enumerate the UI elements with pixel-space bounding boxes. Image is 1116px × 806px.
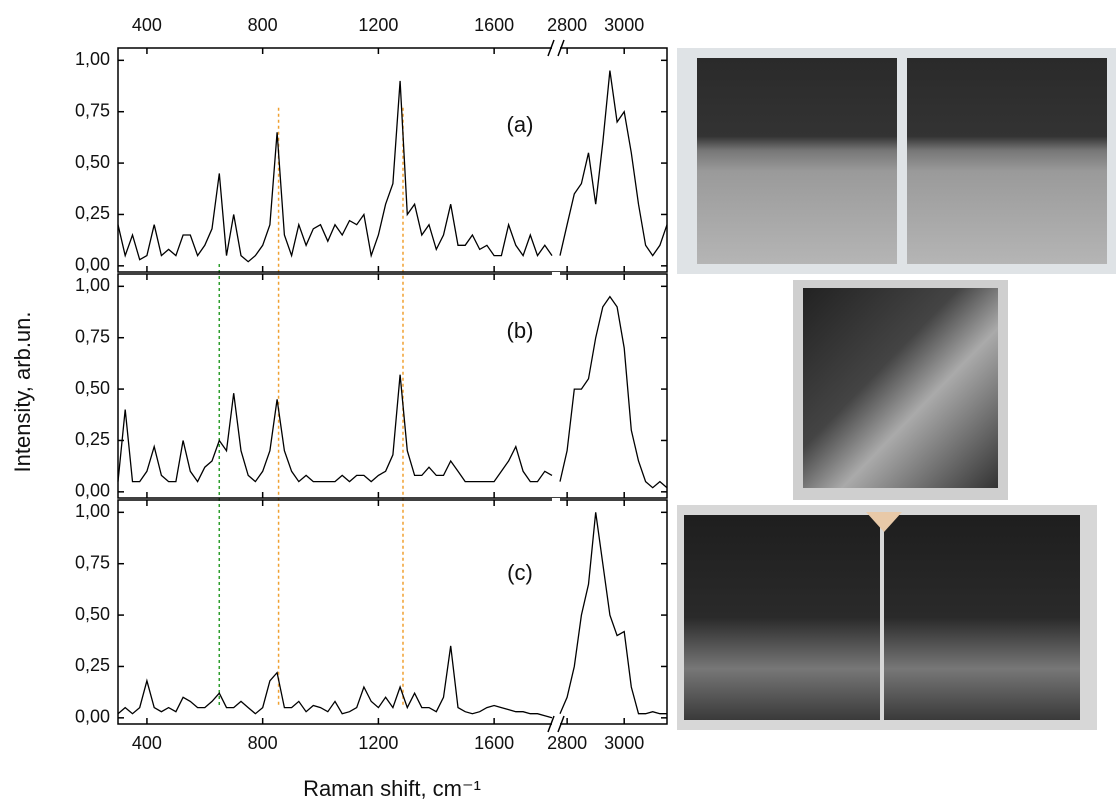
photo [803,288,998,488]
spectrum-line [117,80,553,263]
photo [684,515,880,720]
y-tick-label: 1,00 [75,49,110,69]
photo-tab [866,512,902,532]
y-tick-label: 0,50 [75,378,110,398]
x-tick-label: 1200 [358,15,398,35]
y-tick-label: 1,00 [75,275,110,295]
photo [884,515,1080,720]
spectrum-line [117,374,553,483]
panel-label: (c) [507,560,533,585]
x-tick-label: 3000 [604,15,644,35]
x-tick-label: 3000 [604,733,644,753]
y-axis-title: Intensity, arb.un. [10,311,35,472]
x-tick-label: 800 [248,15,278,35]
x-tick-label: 2800 [547,15,587,35]
axis-break [557,715,565,733]
spectrum-line [117,645,553,719]
y-tick-label: 0,50 [75,152,110,172]
panel-label: (a) [507,112,534,137]
x-tick-label: 1600 [474,733,514,753]
y-tick-label: 0,50 [75,604,110,624]
x-tick-label: 1200 [358,733,398,753]
axis-break-gap [552,45,560,51]
y-tick-label: 0,00 [75,707,110,727]
spectrum-line [559,70,668,257]
x-tick-label: 2800 [547,733,587,753]
y-tick-label: 0,75 [75,100,110,120]
axis-break-gap [552,498,560,502]
axis-break [547,715,555,733]
axis-break [557,39,565,57]
spectrum-line [559,512,667,715]
y-tick-label: 0,25 [75,429,110,449]
plot-frame [117,273,668,499]
spectrum-line [559,295,668,489]
x-tick-label: 400 [132,15,162,35]
x-axis-title: Raman shift, cm⁻¹ [303,776,481,801]
photos [677,48,1116,730]
y-tick-label: 0,75 [75,326,110,346]
axis-break [547,39,555,57]
x-tick-label: 1600 [474,15,514,35]
panel-label: (b) [507,318,534,343]
axis-break-gap [552,721,560,727]
photo [697,58,897,264]
y-tick-label: 0,75 [75,552,110,572]
plot-frame [117,47,668,273]
y-tick-label: 0,25 [75,203,110,223]
y-tick-label: 0,00 [75,255,110,275]
x-tick-label: 400 [132,733,162,753]
y-tick-label: 0,25 [75,655,110,675]
y-tick-label: 0,00 [75,481,110,501]
photo [907,58,1107,264]
axis-break-gap [552,272,560,276]
y-tick-label: 1,00 [75,501,110,521]
plot-frame [117,499,668,725]
x-tick-label: 800 [248,733,278,753]
